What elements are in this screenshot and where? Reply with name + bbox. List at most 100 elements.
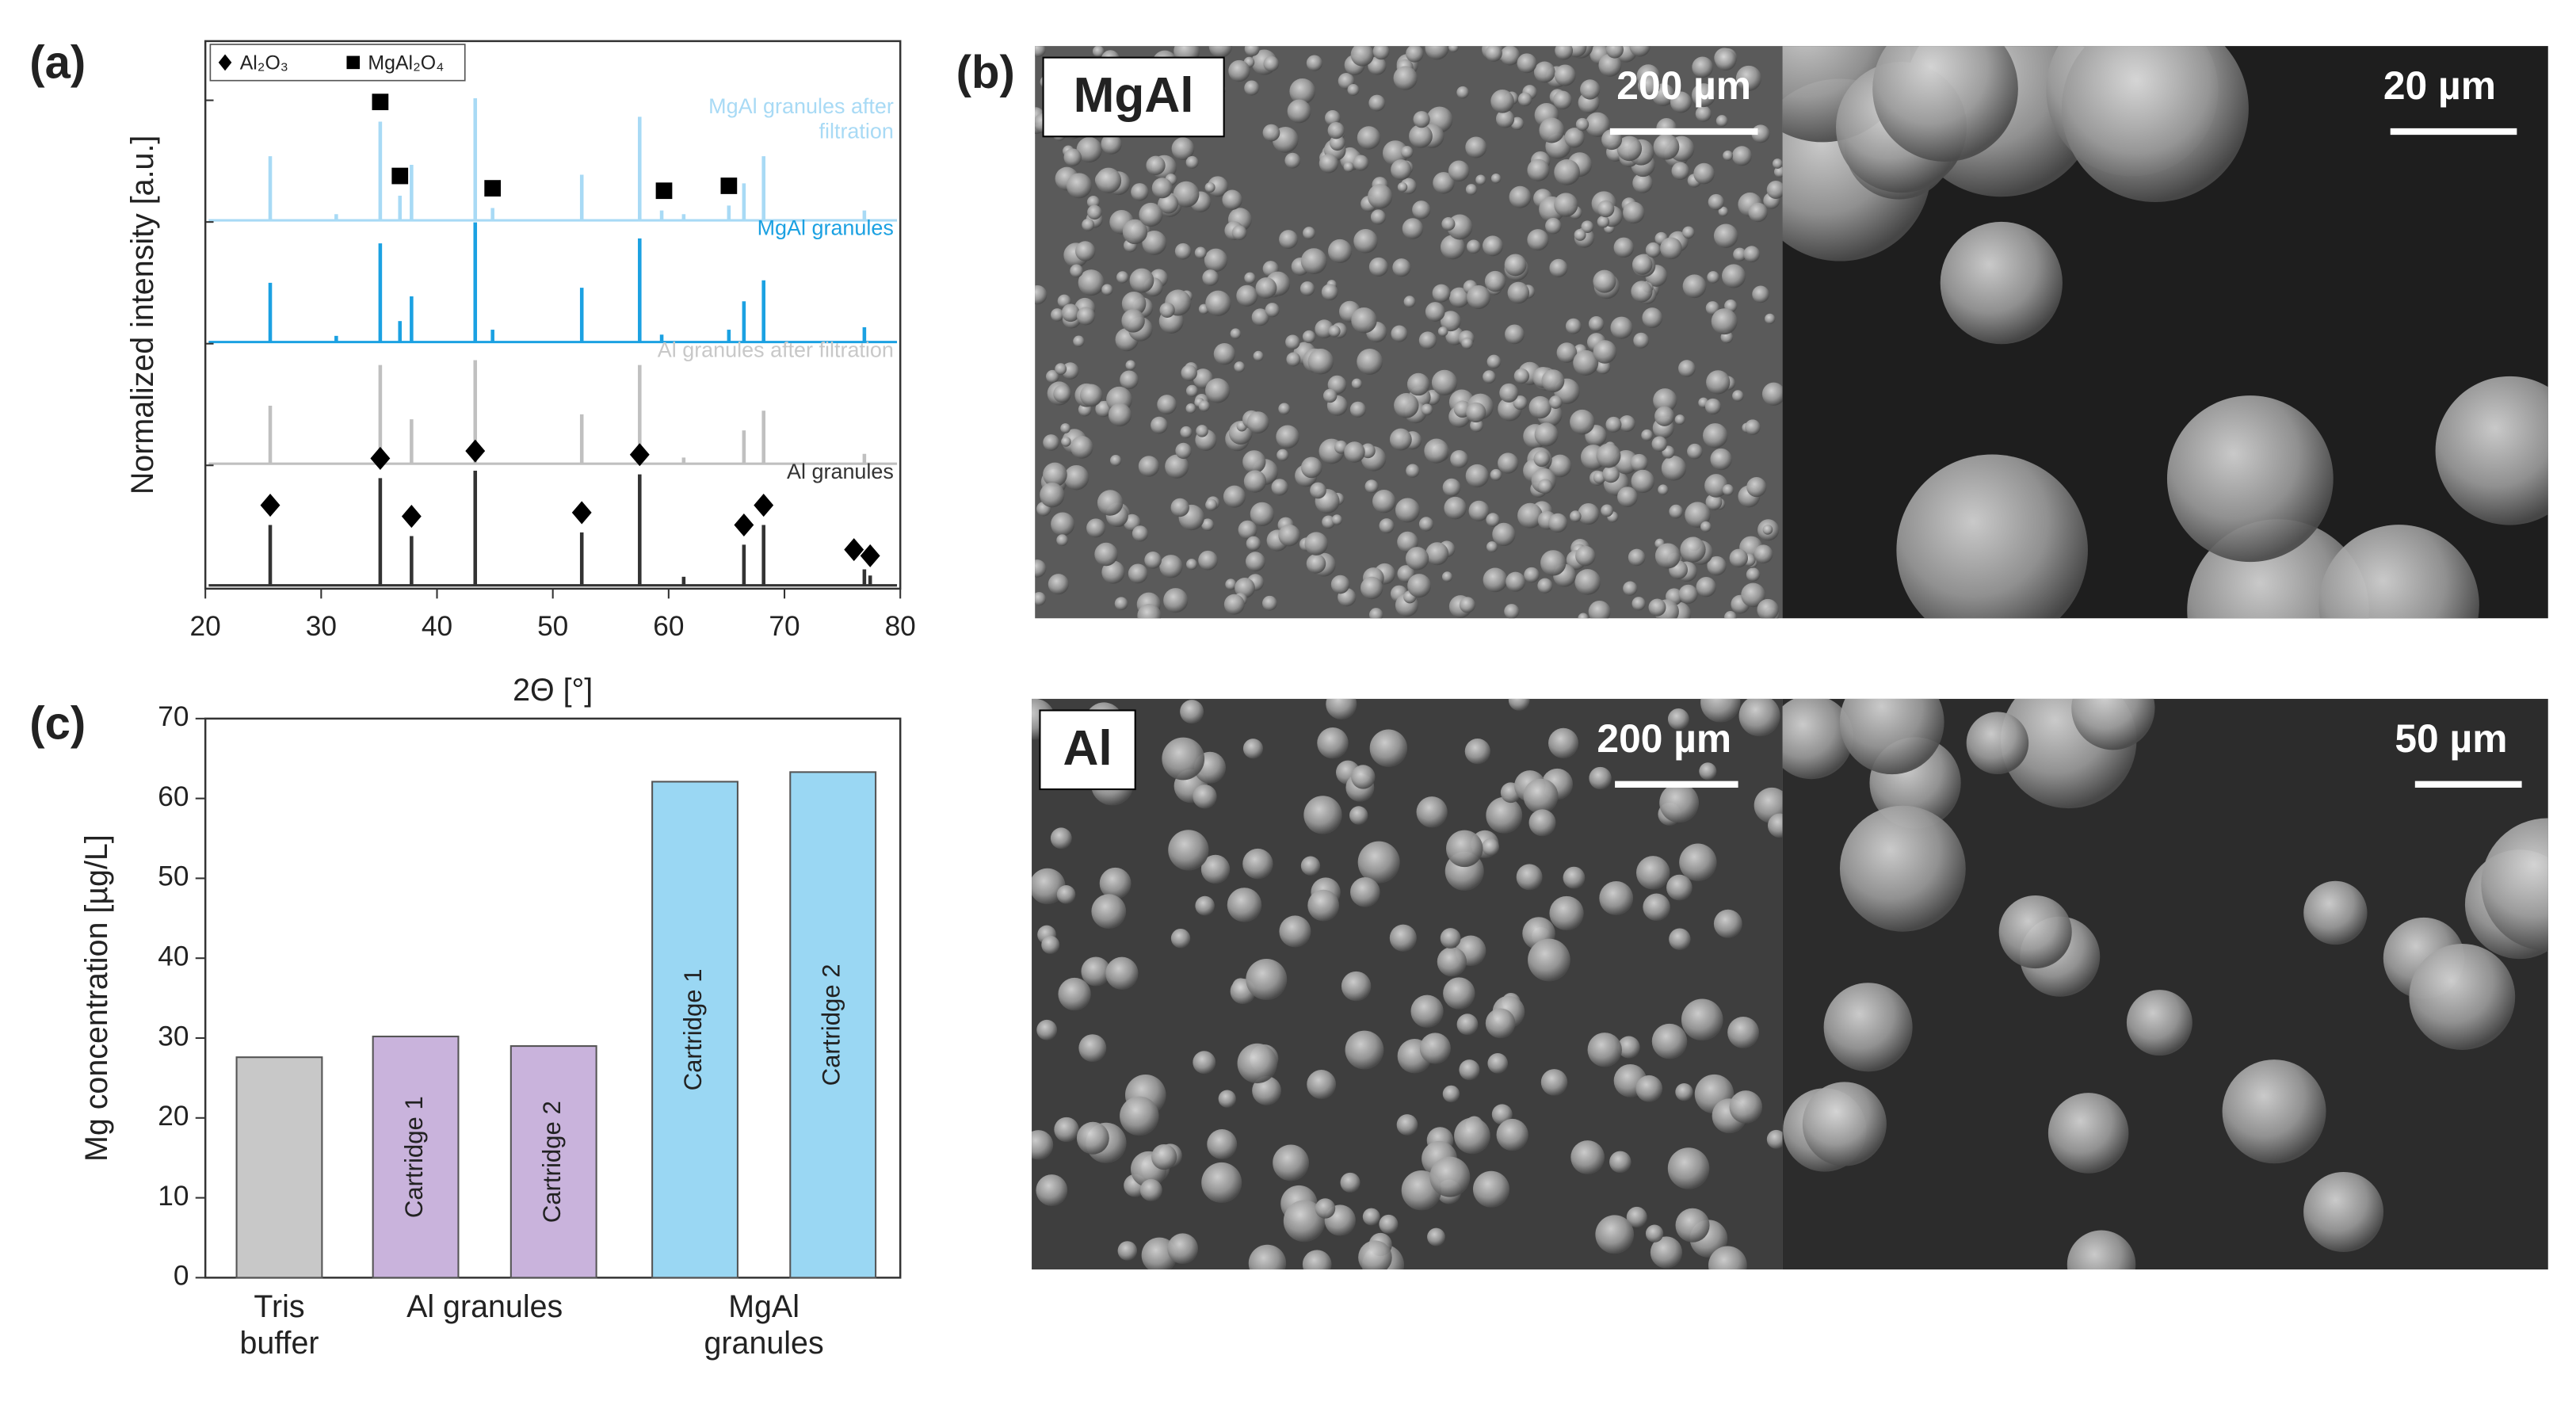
particle [1035, 592, 1046, 606]
particle [1685, 502, 1711, 528]
particle [1368, 608, 1383, 619]
particle [1681, 998, 1723, 1041]
particle [1302, 330, 1316, 344]
particle [1207, 1129, 1238, 1159]
particle [1601, 504, 1613, 517]
particle [1658, 484, 1669, 495]
particle [1424, 438, 1449, 464]
particle [1157, 395, 1177, 414]
particle [1565, 318, 1582, 334]
particle [1440, 235, 1465, 260]
x-tick-label: 70 [769, 611, 800, 642]
particle [1331, 514, 1342, 525]
phase-marker [465, 439, 486, 463]
particle [1413, 111, 1430, 128]
particle [1307, 889, 1340, 922]
bar [509, 1045, 597, 1279]
particle [1765, 313, 1776, 324]
particle [1446, 830, 1483, 868]
particle [1628, 548, 1646, 567]
particle [1508, 698, 1530, 711]
particle [1715, 49, 1737, 71]
particle [1724, 611, 1737, 619]
particle [1250, 502, 1274, 526]
particle [1253, 350, 1264, 361]
particle [1139, 1178, 1162, 1201]
particle [1345, 1030, 1384, 1070]
particle [1754, 544, 1773, 564]
particle [1633, 332, 1650, 349]
particle [1585, 112, 1610, 137]
panel-label: (b) [956, 47, 1015, 98]
particle [1823, 983, 1913, 1072]
particle [1641, 429, 1654, 441]
particle [1708, 1246, 1747, 1269]
particle [1406, 464, 1420, 478]
particle [1653, 133, 1680, 160]
particle [1082, 218, 1095, 231]
phase-marker [372, 94, 389, 111]
legend-label: MgAl₂O₄ [368, 52, 444, 74]
particle [1159, 555, 1183, 578]
particle [1231, 225, 1247, 241]
particle [1222, 189, 1242, 210]
sample-label: Al [1063, 721, 1112, 776]
particle [1201, 518, 1215, 532]
particle [1350, 877, 1380, 907]
particle [1456, 86, 1469, 99]
particle [1589, 766, 1612, 790]
particle [1095, 400, 1112, 418]
particle [1043, 434, 1059, 451]
phase-marker [260, 494, 280, 517]
particle [1540, 550, 1567, 576]
particle [1465, 464, 1489, 488]
particle [1300, 856, 1321, 876]
particles [1782, 698, 2548, 1269]
particle [1609, 1151, 1631, 1174]
particle [1761, 382, 1783, 406]
particle [1185, 403, 1196, 414]
particle [1645, 1224, 1664, 1243]
particle [1587, 1033, 1622, 1067]
particle [1173, 181, 1200, 208]
particle [1748, 202, 1768, 223]
particle [1548, 395, 1563, 409]
particle [1138, 456, 1160, 477]
particle [1328, 325, 1341, 338]
particle [1170, 498, 1189, 517]
particle [1078, 1034, 1107, 1063]
particle [1597, 216, 1610, 228]
particle [1727, 1016, 1759, 1048]
particle [1193, 784, 1217, 809]
particle [1262, 124, 1280, 142]
particle [1441, 217, 1456, 231]
particle [1490, 468, 1502, 481]
particle [1279, 915, 1311, 948]
particle [1679, 843, 1717, 881]
particle [1466, 402, 1486, 423]
particle [1549, 895, 1584, 931]
particle [1391, 159, 1412, 181]
particle [1303, 227, 1315, 240]
group-label: MgAl granules [704, 1290, 824, 1361]
particle [1707, 555, 1727, 576]
particle [1056, 534, 1068, 546]
particle [1243, 470, 1267, 493]
particle [1286, 352, 1301, 367]
particle [1467, 285, 1491, 310]
particle [1185, 155, 1199, 169]
particle [1053, 384, 1071, 403]
particle [1678, 360, 1696, 377]
particle [1204, 248, 1228, 273]
particle [1448, 46, 1459, 53]
particle [1278, 524, 1300, 547]
particle [1353, 155, 1369, 171]
particle [1513, 395, 1528, 410]
particle [1548, 727, 1579, 758]
particle [1163, 588, 1189, 613]
particle [1327, 239, 1353, 264]
x-tick-label: 40 [422, 611, 452, 642]
particle [1372, 46, 1390, 60]
particle [1598, 53, 1622, 77]
